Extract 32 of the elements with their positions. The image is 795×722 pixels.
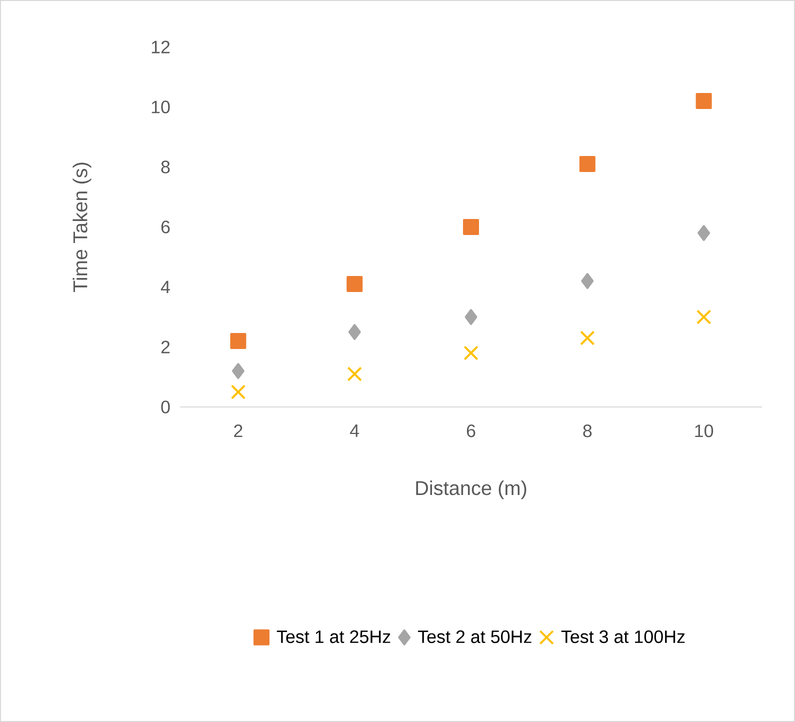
point xyxy=(580,330,595,346)
point xyxy=(696,92,712,109)
point xyxy=(347,366,362,382)
y-tick-label: 4 xyxy=(160,280,170,294)
y-axis-title: Time Taken (s) xyxy=(72,162,92,292)
y-tick-label: 6 xyxy=(161,220,170,234)
x-tick-label: 10 xyxy=(695,424,714,438)
point xyxy=(230,333,246,349)
point xyxy=(232,363,244,379)
y-tick-label: 0 xyxy=(161,400,170,414)
x-axis-title: Distance (m) xyxy=(416,480,526,500)
point xyxy=(230,384,246,400)
point xyxy=(581,272,594,289)
point xyxy=(464,308,478,325)
y-tick-label: 8 xyxy=(161,160,170,174)
y-tick-label: 10 xyxy=(152,100,170,114)
y-tick-label: 2 xyxy=(161,340,170,354)
x-tick-label: 4 xyxy=(350,424,360,437)
point xyxy=(346,276,363,292)
x-tick-label: 6 xyxy=(466,424,476,438)
legend-label: Test 3 at 100Hz xyxy=(561,630,685,644)
x-tick-label: 8 xyxy=(583,424,592,438)
point xyxy=(463,218,480,235)
point xyxy=(348,324,361,340)
point xyxy=(579,156,596,172)
point xyxy=(464,346,478,360)
point xyxy=(696,310,712,324)
legend-label: Test 2 at 50Hz xyxy=(418,630,532,644)
x-tick-label: 2 xyxy=(234,424,242,438)
y-tick-label: 12 xyxy=(152,40,170,54)
point xyxy=(698,224,710,241)
legend-label: Test 1 at 25Hz xyxy=(276,630,390,644)
